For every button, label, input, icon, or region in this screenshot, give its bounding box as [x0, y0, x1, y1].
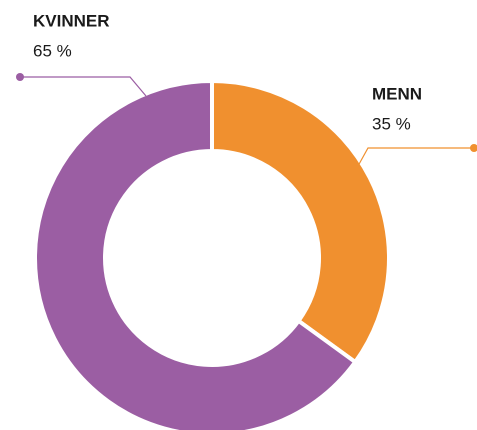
leader-line [20, 76, 147, 97]
donut-segment [210, 78, 391, 365]
value-label: 65 % [33, 41, 72, 60]
leader-dot [470, 144, 477, 152]
leader-dot [16, 73, 24, 81]
category-label: MENN [372, 84, 422, 103]
donut-segment [33, 78, 358, 430]
category-label: KVINNER [33, 11, 110, 30]
leader-line [357, 147, 474, 167]
value-label: 35 % [372, 114, 411, 133]
